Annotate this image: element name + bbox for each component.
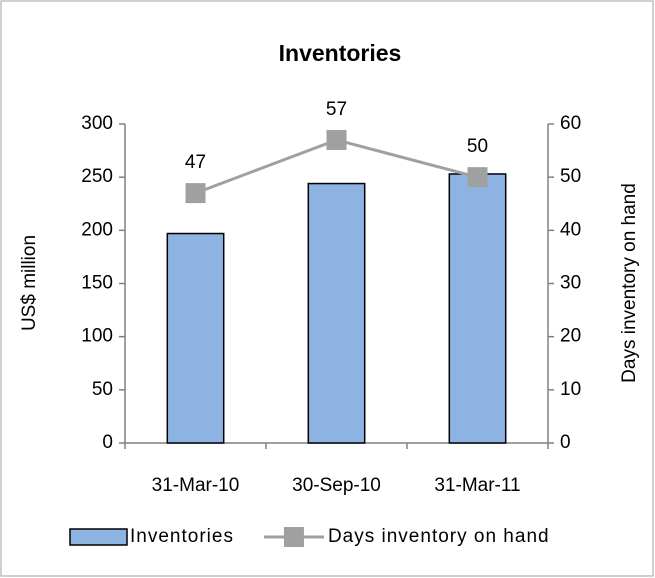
y-tick-label: 300: [81, 113, 113, 134]
y-tick-label: 150: [81, 273, 113, 294]
chart-title: Inventories: [279, 40, 402, 66]
y2-tick-label: 20: [560, 326, 581, 347]
y2-tick-label: 60: [560, 113, 581, 134]
y2-tick-label: 40: [560, 219, 581, 240]
y2-axis-label: Days inventory on hand: [619, 183, 640, 383]
y-tick-label: 200: [81, 219, 113, 240]
x-tick-label: 31-Mar-10: [152, 475, 240, 496]
bar: [307, 182, 366, 444]
x-tick-label: 30-Sep-10: [292, 475, 381, 496]
y-tick-label: 50: [92, 379, 113, 400]
legend-label: Inventories: [130, 526, 234, 547]
line-marker: [326, 129, 347, 150]
y2-tick-label: 50: [560, 166, 581, 187]
legend-label: Days inventory on hand: [328, 526, 550, 547]
y-axis-label: US$ million: [19, 235, 40, 331]
data-label: 50: [467, 136, 488, 157]
y-tick-label: 0: [102, 432, 113, 453]
data-label: 57: [326, 99, 347, 120]
line-marker: [467, 167, 488, 188]
y2-tick-label: 0: [560, 432, 571, 453]
y-tick-label: 100: [81, 326, 113, 347]
y-tick-label: 250: [81, 166, 113, 187]
bar: [448, 173, 507, 444]
legend-swatch: [69, 528, 128, 546]
data-label: 47: [185, 152, 206, 173]
legend-marker: [283, 527, 304, 547]
y2-tick-label: 30: [560, 273, 581, 294]
x-tick-label: 31-Mar-11: [434, 475, 520, 496]
bar: [166, 232, 225, 444]
y2-tick-label: 10: [560, 379, 581, 400]
line-marker: [185, 183, 206, 204]
